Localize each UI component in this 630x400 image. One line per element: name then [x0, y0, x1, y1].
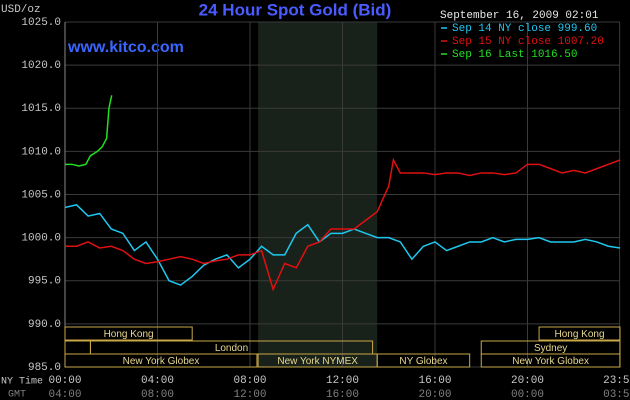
x-tick-label: 23:59 [603, 375, 630, 387]
session-label: London [215, 343, 248, 354]
legend-title: September 16, 2009 02:01 [440, 10, 599, 22]
y-tick-label: 990.0 [28, 319, 61, 331]
x-tick-label: 12:00 [326, 375, 359, 387]
session-box [376, 353, 471, 368]
y-tick-label: 1005.0 [21, 189, 61, 201]
x2-axis-title: GMT [8, 390, 26, 400]
y-tick-label: 1015.0 [21, 103, 61, 115]
y-tick-label: 1020.0 [21, 60, 61, 72]
y-tick-label: 1010.0 [21, 146, 61, 158]
series-line [65, 157, 621, 292]
session-label: New York Globex [123, 356, 200, 367]
x-tick-label: 00:00 [48, 375, 81, 387]
session-box [538, 326, 621, 341]
x2-tick-label: 12:00 [233, 389, 266, 400]
session-box [64, 326, 193, 341]
session-label: New York NYMEX [277, 356, 358, 367]
x2-tick-label: 16:00 [326, 389, 359, 400]
session-box [64, 353, 258, 368]
session-label: New York Globex [512, 356, 589, 367]
session-label: Hong Kong [104, 329, 154, 340]
series-line [65, 95, 113, 167]
y-tick-label: 1025.0 [21, 17, 61, 29]
x2-tick-label: 03:59 [603, 389, 630, 400]
x-tick-label: 04:00 [141, 375, 174, 387]
x-tick-label: 20:00 [511, 375, 544, 387]
y-axis-title: USD/oz [1, 4, 41, 16]
x-axis-title: NY Time [1, 376, 43, 388]
series-line [64, 204, 621, 286]
x-tick-label: 16:00 [418, 375, 451, 387]
source: www.kitco.com [67, 39, 184, 56]
session-label: NY Globex [399, 356, 447, 367]
y-tick-label: 995.0 [28, 276, 61, 288]
session-label: Sydney [534, 343, 567, 354]
x2-tick-label: 08:00 [141, 389, 174, 400]
x2-tick-label: 20:00 [418, 389, 451, 400]
y-tick-label: 985.0 [28, 362, 61, 374]
legend-label: Sep 15 NY close 1007.20 [452, 36, 604, 48]
x-tick-label: 08:00 [233, 375, 266, 387]
x2-tick-label: 04:00 [48, 389, 81, 400]
y-tick-label: 1000.0 [21, 233, 61, 245]
legend-label: Sep 16 Last 1016.50 [452, 49, 577, 61]
chart-title: 24 Hour Spot Gold (Bid) [199, 0, 392, 19]
session-box [480, 353, 621, 368]
legend-label: Sep 14 NY close 999.60 [452, 23, 597, 35]
x2-tick-label: 00:00 [511, 389, 544, 400]
session-label: Hong Kong [555, 329, 605, 340]
